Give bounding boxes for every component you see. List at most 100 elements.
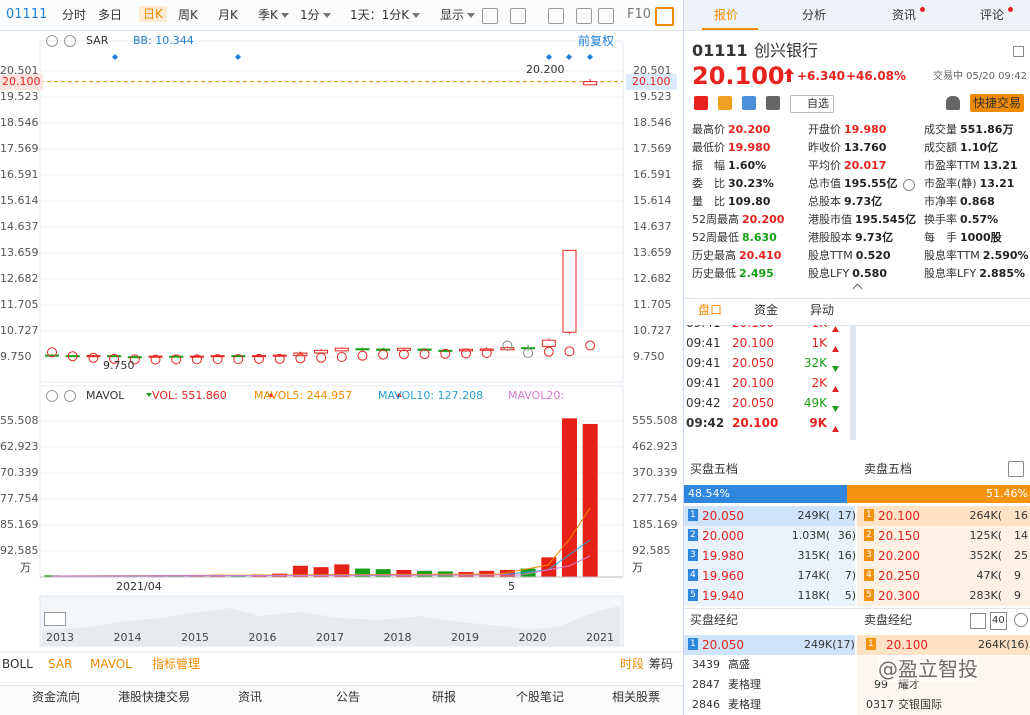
- y-tick-label: 19.523: [0, 89, 39, 103]
- broker-id: 2846: [692, 698, 720, 711]
- bottom-tab[interactable]: 资金流向: [32, 690, 81, 704]
- bottom-tab[interactable]: 公告: [336, 690, 361, 704]
- sub-tab-bar: [684, 298, 1030, 326]
- watch-button[interactable]: 自选: [790, 95, 834, 113]
- volume-bar: [355, 568, 370, 577]
- y-tick-label-left: 77.754: [0, 492, 39, 505]
- y-tick-label-right: 16.591: [633, 167, 672, 181]
- chart-svg: [0, 40, 683, 653]
- timeframe-tab[interactable]: 月K: [218, 8, 238, 22]
- collapse-icon: [1013, 46, 1024, 57]
- quote-tab[interactable]: 资讯: [892, 7, 926, 23]
- sub-tab[interactable]: 异动: [810, 303, 835, 317]
- ask-price: 20.100: [878, 509, 920, 523]
- stat-label: 市盈率(静): [924, 177, 977, 190]
- sar-dot: [378, 349, 389, 360]
- trade-time: 09:41: [686, 336, 721, 350]
- bottom-tab[interactable]: 相关股票: [612, 690, 661, 704]
- candle-body: [107, 355, 122, 358]
- indicator-tab[interactable]: 指标管理: [152, 657, 201, 671]
- sar-dot: [47, 347, 57, 358]
- stat-value: 13.21: [979, 177, 1015, 190]
- sar-dot: [564, 346, 575, 357]
- stat-row: 52周最高 20.200: [692, 212, 784, 228]
- bid-ratio-bar: [684, 485, 848, 503]
- indicator-tab[interactable]: BOLL: [2, 657, 33, 671]
- stat-label: 股息率LFY: [924, 267, 977, 280]
- panel-icon: [46, 35, 58, 47]
- y-tick-label-right: 370.339: [632, 466, 678, 479]
- stat-value: 9.73亿: [855, 231, 894, 244]
- sar-dot: [316, 352, 327, 363]
- adjust-mode[interactable]: 前复权: [578, 34, 615, 48]
- bid-count: 16): [837, 549, 856, 562]
- ask-ratio-label: 51.46%: [986, 487, 1028, 500]
- timeframe-tab[interactable]: 1分: [300, 7, 331, 23]
- quote-tab[interactable]: 分析: [802, 8, 827, 22]
- quote-tab[interactable]: 报价: [714, 8, 739, 22]
- candle-body: [583, 81, 598, 86]
- unit-label: 万: [20, 561, 31, 574]
- sar-dot: [419, 349, 430, 360]
- timeframe-tab[interactable]: 1天：1分K: [350, 7, 421, 23]
- timeframe-tab[interactable]: 分时: [62, 8, 87, 22]
- candle-body: [148, 355, 163, 358]
- y-tick-label-right: 15.614: [633, 193, 672, 207]
- y-tick-label-right: 11.705: [633, 297, 672, 311]
- stat-label: 股息TTM: [808, 249, 853, 262]
- panel-icon: [64, 390, 76, 402]
- broker-id: 3439: [692, 658, 720, 671]
- chart-tab[interactable]: 时段: [620, 657, 645, 671]
- y-tick-label-right: 555.508: [632, 414, 678, 427]
- sar-dot: [191, 354, 202, 365]
- stat-label: 总市值: [808, 177, 841, 190]
- sub-tab[interactable]: 盘口: [698, 303, 723, 317]
- bottom-tab[interactable]: 资讯: [238, 690, 263, 704]
- level-badge: 2: [864, 529, 874, 541]
- level-badge: 1: [866, 638, 876, 650]
- volume-bar: [520, 568, 536, 577]
- y-tick-label-right: 19.523: [633, 89, 672, 103]
- quote-tab[interactable]: 评论: [980, 7, 1014, 23]
- tool-icon: [482, 8, 498, 24]
- y-tick-label-right: 277.754: [632, 492, 678, 505]
- event-marker: [546, 54, 552, 60]
- timeframe-tab[interactable]: 显示: [440, 7, 476, 23]
- bottom-tab[interactable]: 研报: [432, 690, 457, 704]
- stat-value: 13.760: [844, 141, 887, 154]
- bid-price: 19.940: [702, 589, 744, 603]
- ask-row-bg: [857, 506, 1030, 526]
- timeframe-tab[interactable]: 季K: [258, 7, 289, 23]
- sub-tab[interactable]: 资金: [754, 303, 779, 317]
- stat-label: 平均价: [808, 159, 841, 172]
- bottom-tab[interactable]: 港股快捷交易: [118, 690, 191, 704]
- y-tick-label-right: 17.569: [633, 141, 672, 155]
- f10-button[interactable]: F10: [627, 7, 652, 22]
- volume-bar: [499, 569, 515, 577]
- stat-label: 振 幅: [692, 159, 725, 172]
- stat-label: 股息LFY: [808, 267, 850, 280]
- candle-body: [86, 355, 101, 358]
- trade-direction: [832, 325, 839, 332]
- bottom-tab[interactable]: 个股笔记: [516, 690, 565, 704]
- indicator-tab[interactable]: SAR: [48, 657, 73, 671]
- stat-value: 1000股: [960, 231, 1002, 244]
- timeframe-tab[interactable]: 日K: [139, 6, 167, 22]
- bid-price: 19.980: [702, 549, 744, 563]
- timeframe-tab[interactable]: 周K: [178, 8, 198, 22]
- bid-volume: 174K(: [797, 569, 830, 582]
- volume-bar: [85, 575, 101, 577]
- stat-value: 8.630: [742, 231, 777, 244]
- chart-tab[interactable]: 筹码: [649, 657, 674, 671]
- stat-row: 振 幅 1.60%: [692, 158, 766, 174]
- candle-body: [293, 352, 308, 357]
- trade-volume: 9K: [809, 416, 827, 430]
- indicator-tab[interactable]: MAVOL: [90, 657, 132, 671]
- timeframe-tab[interactable]: 多日: [98, 8, 123, 22]
- stat-value: 0.868: [960, 195, 995, 208]
- quick-trade-button[interactable]: 快捷交易: [970, 94, 1025, 112]
- panel-icon: [46, 390, 58, 402]
- trade-volume: 49K: [803, 396, 827, 410]
- sar-dot: [129, 354, 140, 365]
